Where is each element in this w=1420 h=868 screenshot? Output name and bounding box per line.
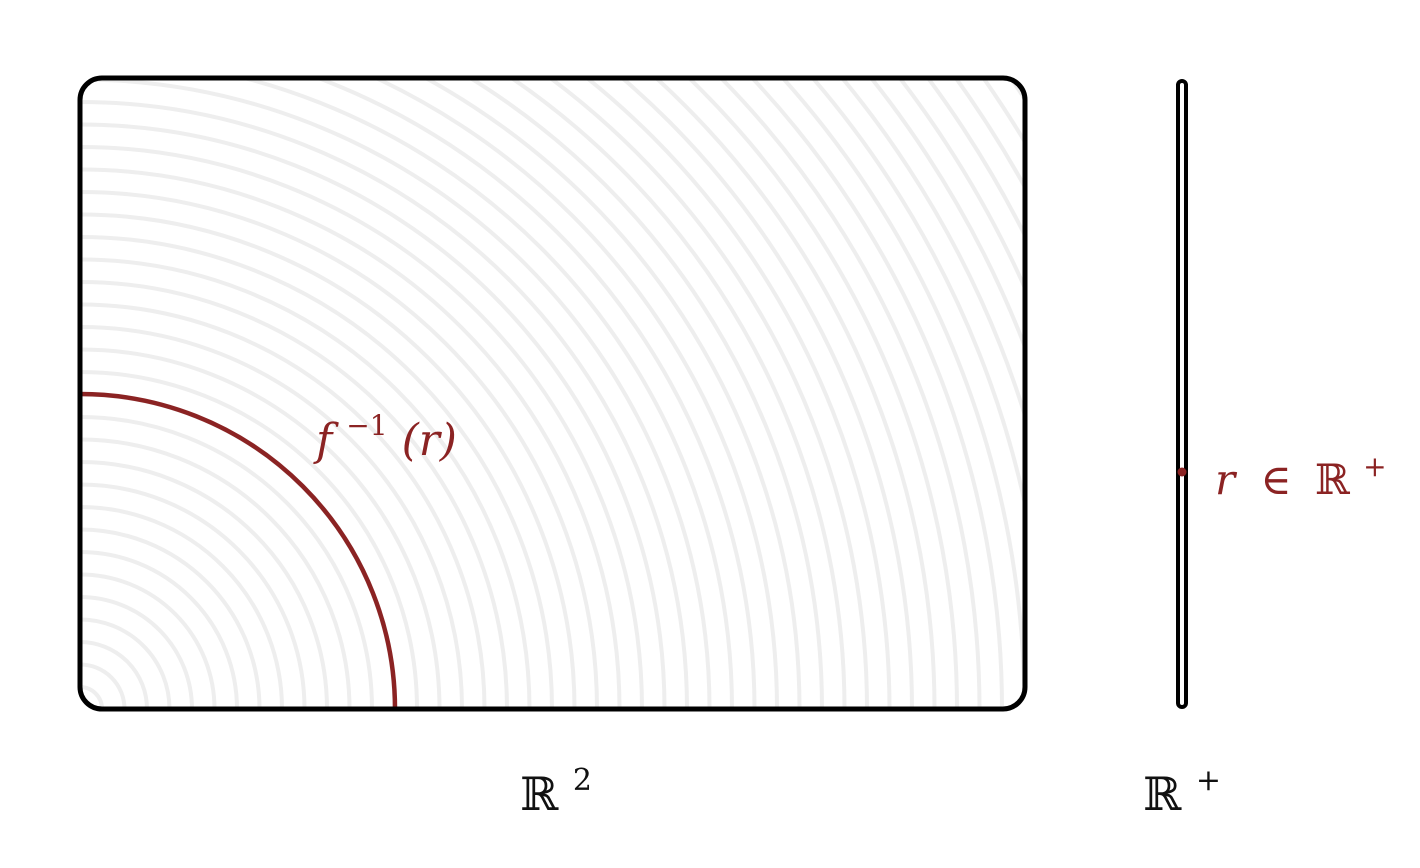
- point-label-plus: +: [1363, 450, 1386, 483]
- contour-line: [80, 280, 509, 709]
- contour-line: [80, 550, 239, 709]
- contour-line: [80, 78, 757, 709]
- contour-line: [80, 78, 712, 709]
- codomain-axis: [1176, 79, 1188, 709]
- point-label: r ∈ ℝ +: [1215, 450, 1387, 504]
- preimage-label-f: f: [313, 415, 339, 466]
- point-label-r: r: [1215, 455, 1238, 504]
- contour-line: [80, 78, 779, 709]
- contour-line: [80, 78, 824, 709]
- contour-line: [80, 370, 419, 709]
- level-set-contours: [80, 78, 1025, 709]
- domain-label-exponent: 2: [573, 763, 592, 798]
- contour-line: [80, 460, 329, 709]
- contour-line: [80, 617, 172, 709]
- contour-line: [80, 78, 937, 709]
- contour-line: [80, 640, 149, 709]
- contour-line: [80, 415, 374, 709]
- contour-line: [80, 78, 1004, 709]
- codomain-label-plus: +: [1196, 763, 1221, 798]
- preimage-curve: [80, 391, 398, 709]
- contour-line: [80, 145, 644, 709]
- domain-label-reals: ℝ: [520, 767, 559, 821]
- preimage-label: f −1 (r): [313, 395, 457, 466]
- contour-line: [80, 325, 464, 709]
- contour-line: [80, 167, 622, 709]
- preimage-label-argument: (r): [402, 415, 457, 466]
- contour-line: [80, 190, 599, 709]
- contour-line: [80, 78, 1025, 709]
- contour-line: [80, 662, 127, 709]
- contour-line: [80, 572, 217, 709]
- contour-line: [80, 122, 667, 709]
- contour-line: [80, 437, 352, 709]
- contour-line: [80, 78, 914, 709]
- contour-line: [80, 505, 284, 709]
- domain-background: [80, 78, 1025, 709]
- point-label-reals: ℝ: [1315, 455, 1351, 504]
- preimage-label-exponent: −1: [346, 409, 387, 442]
- domain-label: ℝ 2: [520, 763, 592, 821]
- codomain-label: ℝ +: [1143, 763, 1221, 821]
- contour-line: [80, 78, 982, 709]
- contour-line: [80, 78, 1025, 709]
- contour-line: [80, 78, 847, 709]
- contour-line: [80, 78, 869, 709]
- contour-line: [80, 235, 554, 709]
- contour-line: [80, 685, 104, 709]
- contour-line: [80, 527, 262, 709]
- r-point-marker: [1177, 467, 1187, 477]
- contour-line: [80, 257, 532, 709]
- contour-line: [80, 78, 959, 709]
- codomain-label-reals: ℝ: [1143, 767, 1182, 821]
- codomain-bar: [1176, 79, 1188, 709]
- contour-line: [80, 595, 194, 709]
- point-label-in: ∈: [1260, 455, 1291, 504]
- domain-border: [77, 75, 1028, 712]
- contour-line: [80, 78, 734, 709]
- domain-region: [77, 75, 1028, 712]
- contour-line: [80, 78, 802, 709]
- contour-line: [80, 78, 892, 709]
- contour-line: [80, 302, 487, 709]
- contour-line: [80, 347, 442, 709]
- contour-line: [80, 100, 689, 709]
- contour-line: [80, 212, 577, 709]
- contour-line: [80, 482, 307, 709]
